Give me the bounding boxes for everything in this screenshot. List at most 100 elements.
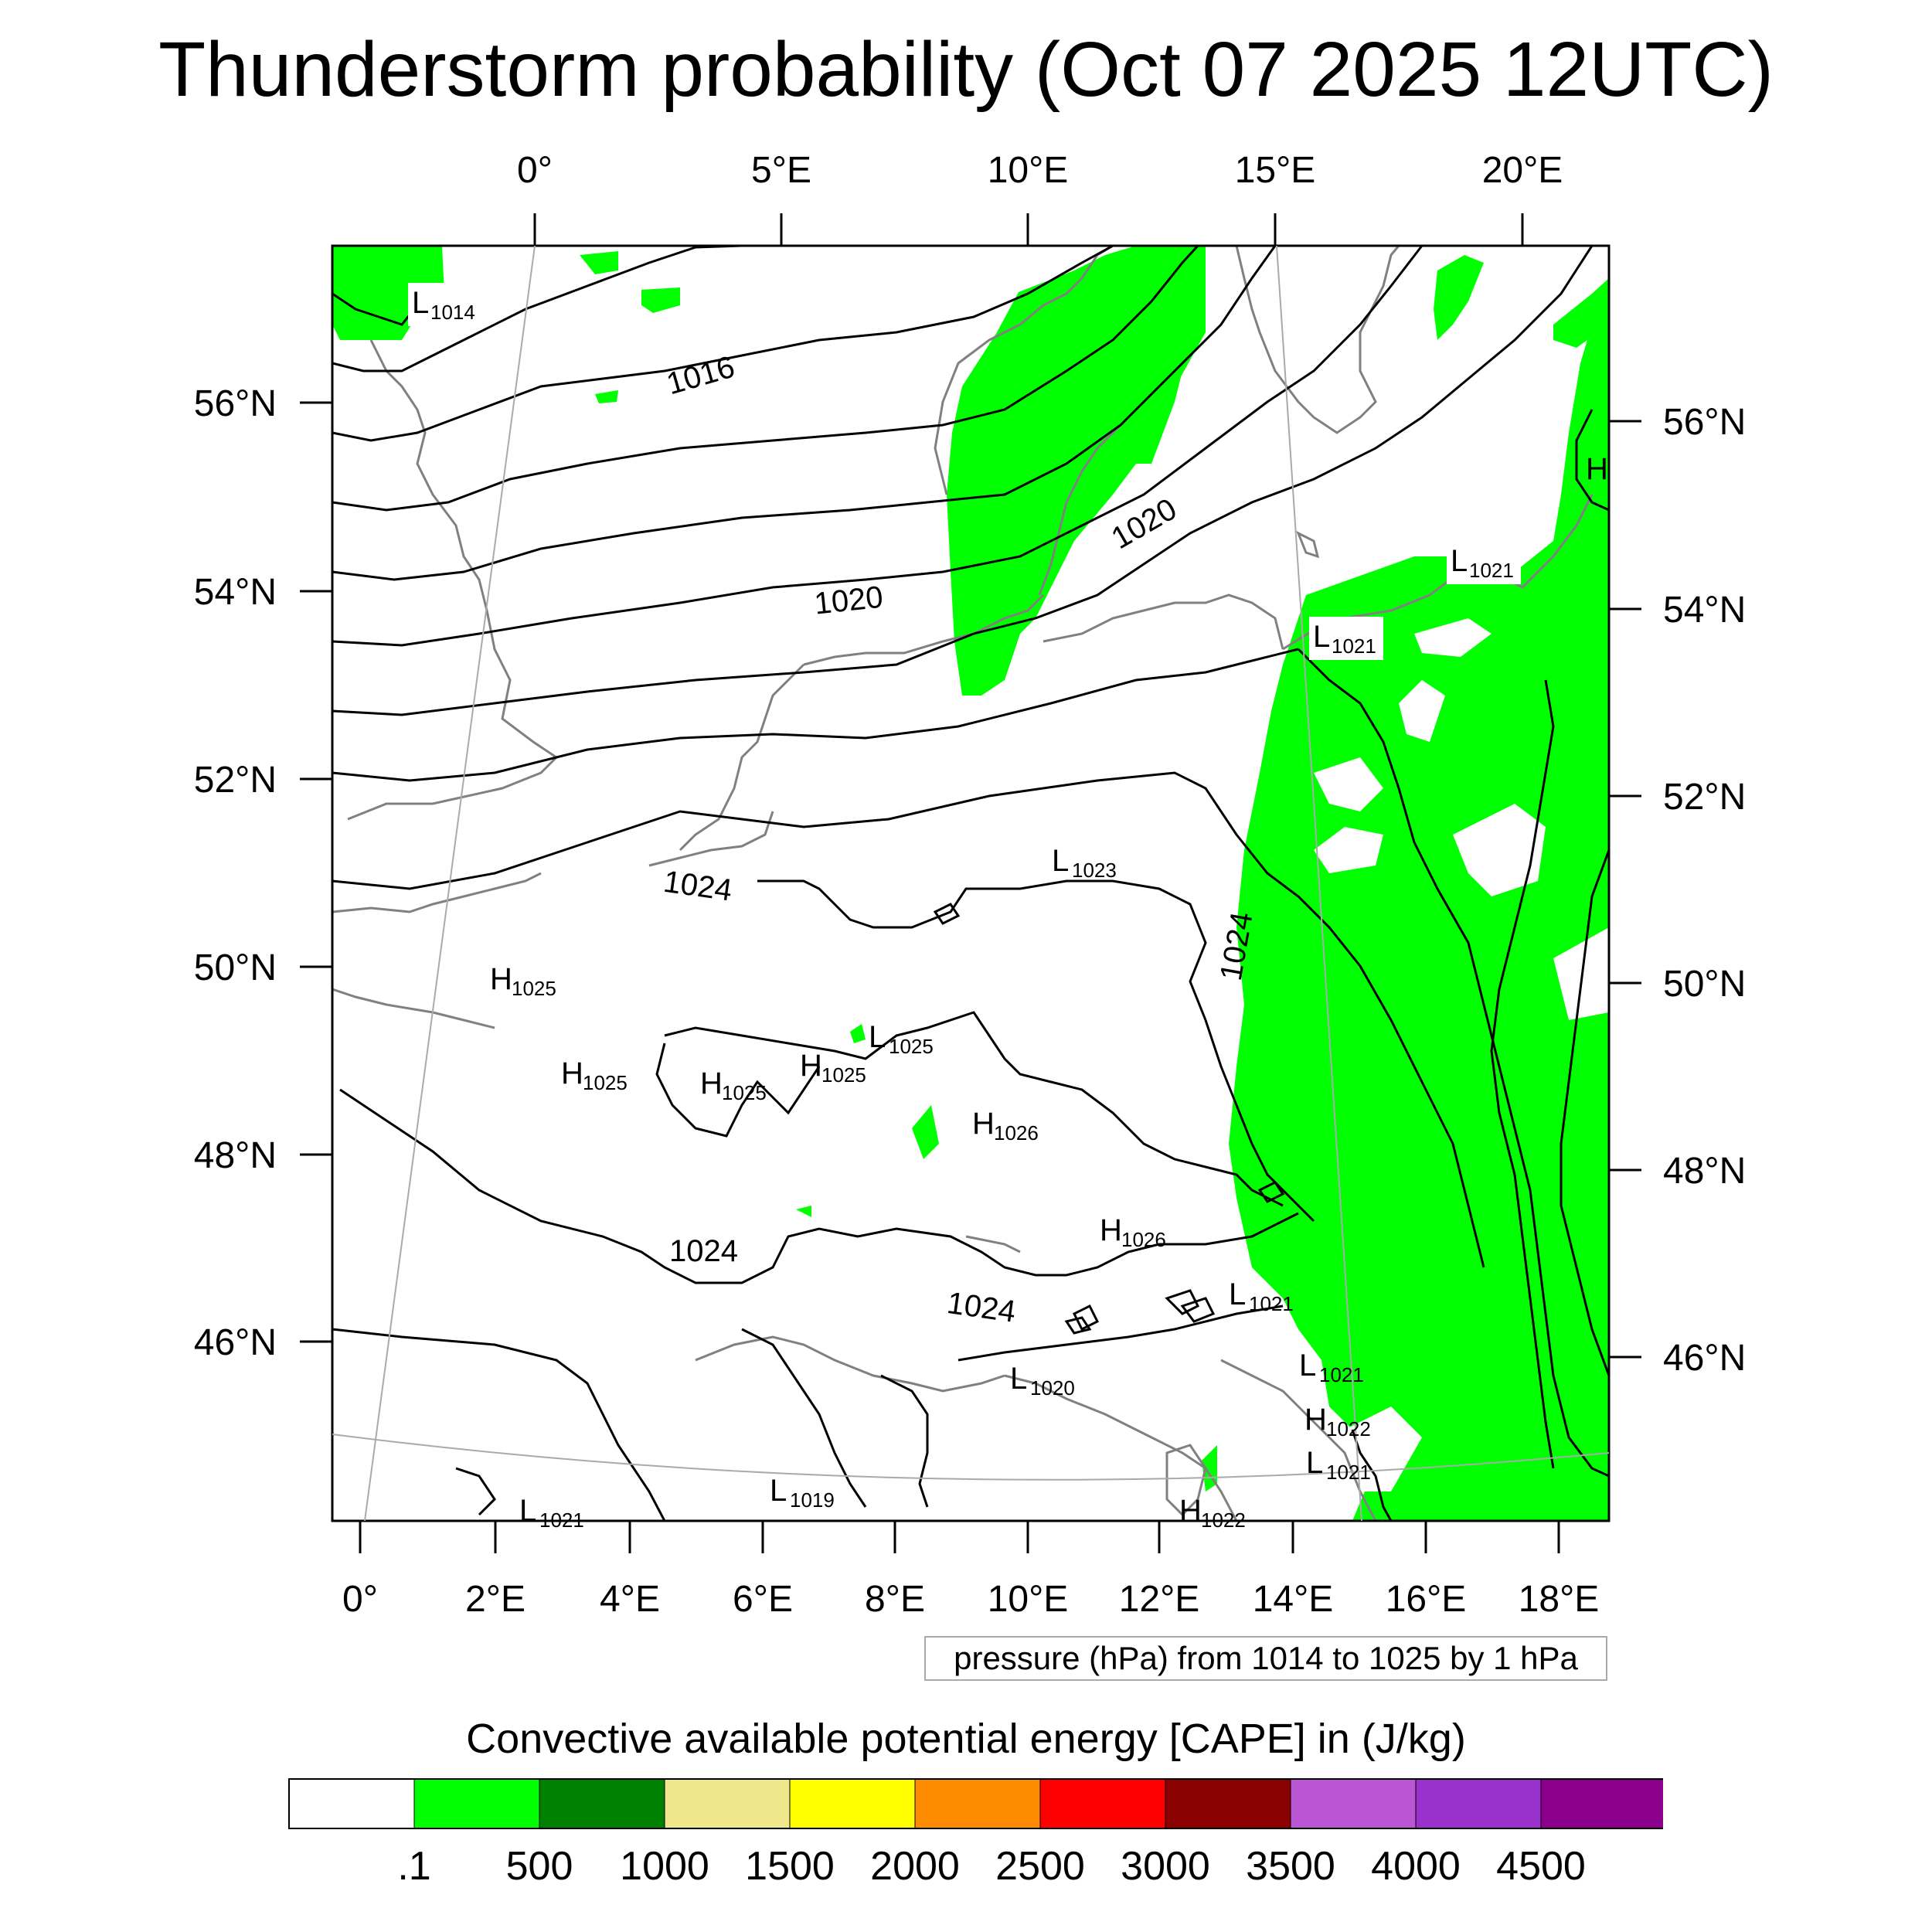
bottom-lon-label: 4°E — [600, 1579, 660, 1620]
weather-map: 0° 5°E 10°E 15°E 20°E 0° 2°E 4°E 6°E 8°E… — [194, 150, 1747, 1620]
colorbar-label: 4500 — [1496, 1844, 1586, 1889]
pressure-center: L 1020 — [1010, 1362, 1075, 1400]
top-lon-label: 0° — [517, 150, 553, 191]
graticule-meridian-15e — [1276, 246, 1362, 1521]
svg-text:1021: 1021 — [539, 1509, 584, 1532]
cape-clear-holes — [1314, 618, 1609, 1492]
isobar-1015 — [332, 246, 743, 372]
colorbar-box — [413, 1778, 540, 1829]
clear-hole-6 — [1414, 618, 1492, 657]
isobar-east-high — [1575, 409, 1609, 512]
plot-frame — [331, 244, 1611, 1522]
clear-hole-7 — [1345, 1406, 1422, 1492]
pressure-center: H 1025 — [490, 962, 556, 1000]
top-lon-label: 5°E — [751, 150, 811, 191]
svg-text:H: H — [800, 1049, 822, 1083]
coastline-sweden — [1235, 246, 1400, 434]
svg-text:1023: 1023 — [1072, 859, 1117, 882]
right-lat-label: 52°N — [1663, 777, 1746, 818]
top-lon-label: 10°E — [988, 150, 1069, 191]
isobar-label: 1016 — [663, 350, 739, 402]
colorbar-label: 4000 — [1371, 1844, 1461, 1889]
colorbar-labels: .1 500 1000 1500 2000 2500 3000 3500 4000 4500 — [397, 1844, 1586, 1889]
colorbar-box — [1039, 1778, 1166, 1829]
cape-region-baltic-states — [1553, 278, 1609, 348]
isobar-labels: 1016 1020 1020 1024 1024 1024 1024 — [662, 350, 1260, 1329]
svg-text:H: H — [1179, 1494, 1202, 1528]
pressure-center: H 1025 — [700, 1066, 767, 1104]
clear-hole-5 — [1399, 680, 1445, 742]
isobar-small-1 — [933, 903, 961, 925]
map-title: Thunderstorm probability (Oct 07 2025 12… — [158, 26, 1774, 113]
colorbar-box — [1415, 1778, 1542, 1829]
colorbar-box — [539, 1778, 665, 1829]
svg-text:1022: 1022 — [1326, 1417, 1371, 1440]
svg-text:L: L — [1313, 620, 1330, 654]
isobar-1025-west — [655, 1043, 821, 1138]
left-lat-labels: 56°N 54°N 52°N 50°N 48°N 46°N — [194, 383, 277, 1363]
bottom-lon-label: 18°E — [1519, 1579, 1600, 1620]
right-lat-label: 48°N — [1663, 1151, 1746, 1192]
isobar-se — [1351, 1429, 1393, 1521]
bottom-lon-label: 2°E — [465, 1579, 526, 1620]
svg-text:H: H — [972, 1107, 995, 1141]
bottom-lon-label: 12°E — [1119, 1579, 1200, 1620]
right-lat-label: 50°N — [1663, 964, 1746, 1005]
top-lon-labels: 0° 5°E 10°E 15°E 20°E — [517, 150, 1563, 191]
isobar-1016 — [332, 246, 1114, 442]
colorbar-box — [789, 1778, 916, 1829]
cape-patch-north-sea-1 — [580, 251, 618, 274]
isobar-label: 1024 — [669, 1234, 738, 1268]
isobar-1018 — [332, 246, 1277, 581]
pressure-center: L 1021 — [1447, 541, 1521, 584]
coastline-italy-west — [1004, 1374, 1238, 1521]
colorbar-label: 500 — [506, 1844, 573, 1889]
colorbar-label: 2500 — [995, 1844, 1085, 1889]
bottom-lon-label: 0° — [342, 1579, 378, 1620]
svg-text:1026: 1026 — [994, 1121, 1039, 1145]
colorbar-title: Convective available potential energy [C… — [466, 1716, 1466, 1762]
pressure-center: L 1025 — [869, 1020, 934, 1058]
isobar-alps-small-4 — [1064, 1316, 1092, 1335]
isobar-south-2 — [741, 1328, 867, 1508]
isobar-south-1 — [332, 1328, 666, 1521]
clear-hole-1 — [1314, 827, 1383, 873]
pressure-center: H 1022 — [1179, 1494, 1246, 1532]
svg-text:1022: 1022 — [1201, 1509, 1246, 1532]
isobar-sw — [455, 1467, 496, 1516]
isobar-1025-dome — [664, 1011, 1284, 1207]
svg-text:L: L — [1306, 1446, 1323, 1480]
svg-text:H: H — [561, 1056, 583, 1090]
top-lon-label: 15°E — [1235, 150, 1316, 191]
cape-region-scandinavia-north — [947, 246, 1206, 696]
cape-patch-central-2 — [850, 1024, 866, 1043]
pressure-center: H 1025 — [561, 1056, 628, 1094]
coastline-corsica — [1165, 1444, 1207, 1517]
colorbar-box — [1290, 1778, 1417, 1829]
svg-text:1021: 1021 — [1326, 1461, 1371, 1484]
isobar-south-4 — [957, 1304, 1284, 1362]
svg-text:1026: 1026 — [1121, 1228, 1166, 1251]
svg-text:L: L — [869, 1020, 886, 1054]
isobar-east-1 — [1490, 679, 1555, 1469]
isobar-east-2 — [1560, 849, 1609, 1376]
pressure-center: L 1021 — [1306, 1446, 1371, 1484]
coastline-mediterranean — [695, 1335, 1005, 1393]
cape-patch-north-sea-2 — [641, 287, 680, 313]
svg-text:1019: 1019 — [790, 1488, 835, 1512]
svg-text:L: L — [1229, 1277, 1246, 1311]
bottom-lon-labels: 0° 2°E 4°E 6°E 8°E 10°E 12°E 14°E 16°E 1… — [342, 1579, 1599, 1620]
colorbar-label: 3500 — [1246, 1844, 1335, 1889]
colorbar-outline — [288, 1778, 1663, 1829]
left-lat-label: 54°N — [194, 572, 277, 613]
coastline-lake-1 — [965, 1235, 1021, 1253]
coastline-germany-north — [803, 594, 1045, 666]
pressure-center: L 1014 — [408, 283, 482, 326]
pressure-center: L 1019 — [770, 1474, 835, 1512]
colorbar-label: 1500 — [745, 1844, 835, 1889]
cape-patch-north-sea-3 — [595, 390, 618, 403]
pressure-center: L 1021 — [1229, 1277, 1294, 1315]
cape-patch-central-1 — [912, 1105, 939, 1159]
svg-text:1025: 1025 — [889, 1035, 934, 1058]
pressure-center: H 1026 — [972, 1107, 1039, 1145]
